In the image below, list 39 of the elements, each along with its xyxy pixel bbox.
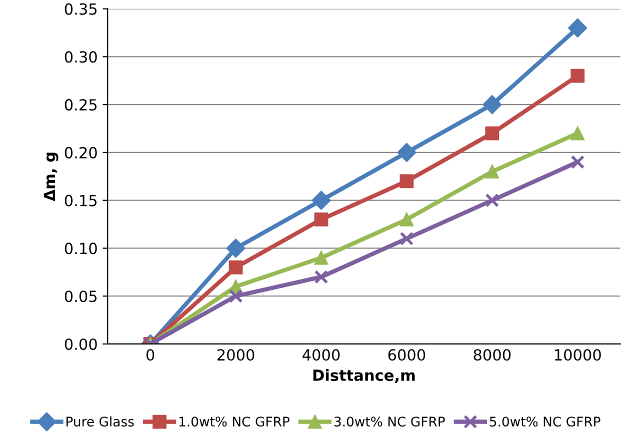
y-tick-label: 0.35 [64,3,97,15]
legend-label: 1.0wt% NC GFRP [179,416,290,427]
legend-label: 5.0wt% NC GFRP [490,416,600,427]
point [485,126,500,140]
point [312,190,331,210]
x-tick-label: 6000 [388,349,426,361]
legend-label: 3.0wt% NC GFRP [334,416,445,427]
point [228,260,243,274]
point [400,212,414,226]
x-tick-label: 8000 [474,349,511,361]
y-tick-label: 0.00 [64,338,97,350]
point [485,164,500,179]
y-tick-label: 0.25 [64,99,97,111]
x-tick-label: 2000 [217,349,254,361]
x-axis-title: Disttance,m [313,369,415,383]
y-tick-label: 0.15 [64,194,97,206]
point [570,126,585,140]
point [397,142,416,162]
point [228,289,243,304]
y-tick-label: 0.30 [64,51,97,63]
point [314,250,328,265]
y-tick-label: 0.05 [64,290,97,302]
point [570,155,585,169]
point [400,174,414,188]
y-tick-label: 0.10 [64,242,97,254]
point [226,238,246,258]
point [314,212,328,226]
point [400,232,414,246]
point [482,95,502,114]
point [485,193,500,208]
point [570,68,585,83]
legend-label: Pure Glass [66,416,134,427]
x-tick-label: 4000 [302,349,340,361]
x-tick-label: 0 [146,349,154,361]
x-tick-label: 10000 [554,349,601,361]
y-axis-title: Δm, g [44,152,58,202]
point [568,18,588,38]
point [314,270,328,284]
y-tick-label: 0.20 [64,146,97,158]
